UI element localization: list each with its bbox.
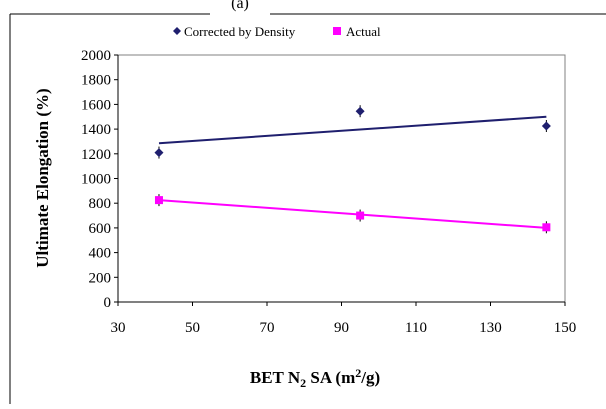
x-title-part: /g) xyxy=(360,368,380,387)
x-tick-label: 130 xyxy=(479,320,502,336)
trendline-series-1 xyxy=(158,199,547,229)
x-tick-label: 30 xyxy=(111,320,126,336)
data-markers xyxy=(154,105,551,234)
x-axis: 30 50 70 90 110 130 150 xyxy=(111,301,577,336)
y-tick-label: 400 xyxy=(89,246,112,262)
trendlines xyxy=(158,115,547,229)
x-title-part: SA (m xyxy=(306,368,355,387)
chart-frame xyxy=(9,13,606,404)
panel-label: (a) xyxy=(231,0,249,12)
x-title-part: 2 xyxy=(355,366,361,380)
x-tick-label: 110 xyxy=(405,320,427,336)
y-tick-label: 600 xyxy=(89,221,112,237)
y-tick-label: 2000 xyxy=(81,48,111,64)
legend-label-corrected: Corrected by Density xyxy=(184,24,296,39)
legend-item-corrected: Corrected by Density xyxy=(173,24,296,39)
x-tick-label: 150 xyxy=(554,320,577,336)
x-title-part: 2 xyxy=(300,376,306,390)
legend-label-actual: Actual xyxy=(346,24,381,39)
y-axis-title: Ultimate Elongation (%) xyxy=(33,88,52,267)
trendline-series-0 xyxy=(158,115,547,145)
diamond-marker-icon xyxy=(173,27,181,35)
data-point-square xyxy=(356,211,365,220)
x-tick-label: 70 xyxy=(260,320,275,336)
y-tick-label: 200 xyxy=(89,270,112,286)
data-point-diamond xyxy=(355,106,365,116)
data-point-square xyxy=(542,223,551,232)
legend: Corrected by Density Actual xyxy=(173,24,381,39)
y-tick-label: 1000 xyxy=(81,172,111,188)
x-tick-label: 90 xyxy=(334,320,349,336)
x-tick-label: 50 xyxy=(185,320,200,336)
y-tick-label: 800 xyxy=(89,196,112,212)
y-tick-label: 1200 xyxy=(81,147,111,163)
y-tick-label: 1600 xyxy=(81,97,111,113)
legend-item-actual: Actual xyxy=(333,24,381,39)
x-axis-title: BET N2 SA (m2/g) xyxy=(250,366,380,390)
data-point-square xyxy=(154,196,163,205)
y-tick-label: 1400 xyxy=(81,122,111,138)
x-title-part: BET N xyxy=(250,368,301,387)
data-point-diamond xyxy=(154,148,164,158)
data-point-diamond xyxy=(541,121,551,131)
square-marker-icon xyxy=(333,27,341,35)
plot-area xyxy=(117,54,566,303)
y-axis: 0 200 400 600 800 1000 1200 1400 1600 1800 2000 xyxy=(81,48,119,311)
y-tick-label: 1800 xyxy=(81,73,111,89)
y-tick-label: 0 xyxy=(104,295,112,311)
